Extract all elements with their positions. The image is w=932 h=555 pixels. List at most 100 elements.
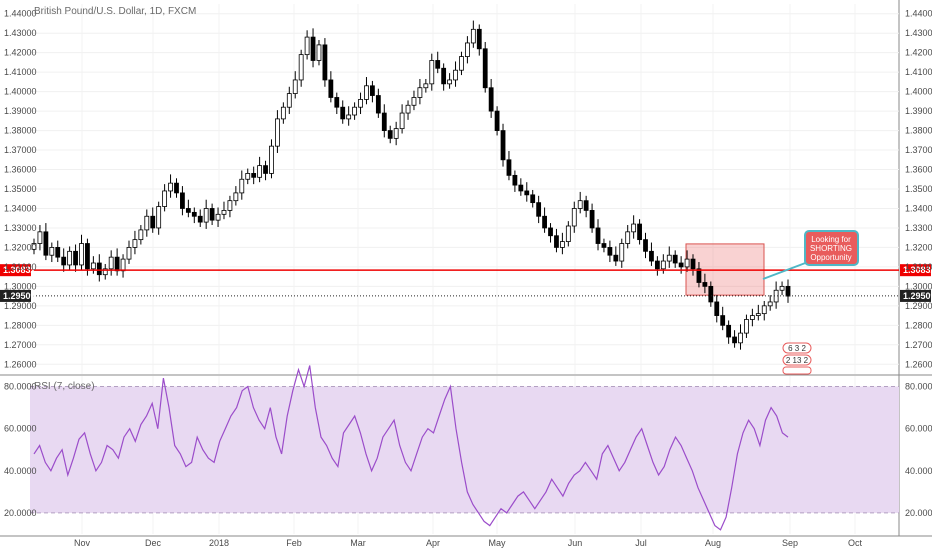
candle-body	[132, 239, 138, 248]
candle-body	[726, 324, 732, 338]
candle-body	[595, 227, 601, 244]
price-tick-label-left: 1.31000	[4, 262, 37, 272]
candle-body	[435, 60, 441, 69]
price-tick-label-left: 1.29000	[4, 301, 37, 311]
badge-box	[782, 354, 812, 366]
price-tick-label: 1.38000	[905, 126, 932, 136]
rsi-line-path	[33, 365, 789, 531]
price-tick-label-left: 1.28000	[4, 320, 37, 330]
candle-body	[334, 97, 340, 108]
legend-badges: 6 3 2 2 13 2	[782, 342, 812, 375]
price-tick-label-left: 1.27000	[4, 340, 37, 350]
candle-body	[138, 229, 144, 241]
badge-box	[782, 342, 812, 354]
candle-body	[370, 85, 375, 96]
x-tick-label: Dec	[145, 538, 162, 548]
price-tick-label-left: 1.33000	[4, 223, 37, 233]
price-tick-label-left: 1.44000	[4, 9, 37, 19]
candle-body	[749, 315, 755, 320]
candle-body	[654, 260, 660, 270]
price-tick-label: 1.28000	[905, 320, 932, 330]
candle-body	[144, 215, 150, 231]
candle-body	[417, 87, 423, 98]
candle-body	[73, 250, 78, 266]
candle-body	[482, 48, 488, 89]
candle-body	[251, 173, 257, 178]
price-tick-label: 1.41000	[905, 67, 932, 77]
candle-body	[637, 223, 642, 241]
callout-text: SHORTING	[810, 244, 852, 253]
candle-body	[156, 206, 162, 229]
candle-body	[678, 262, 684, 268]
candle-body	[340, 106, 346, 120]
candle-body	[387, 130, 393, 139]
candle-body	[530, 194, 536, 204]
price-tick-label: 1.27000	[905, 340, 932, 350]
candle-body	[221, 210, 227, 215]
candle-body	[459, 56, 464, 71]
x-tick-label: Feb	[286, 538, 302, 548]
price-tick-label-left: 1.42000	[4, 48, 37, 58]
candle-body	[708, 285, 714, 303]
candle-body	[559, 241, 565, 248]
candle-body	[102, 268, 108, 276]
price-tick-label-left: 1.38000	[4, 126, 37, 136]
candle-body	[85, 243, 90, 270]
candle-body	[732, 336, 737, 344]
candle-body	[203, 208, 209, 223]
candle-body	[524, 190, 530, 196]
price-tag-left	[0, 264, 31, 277]
candle-body	[191, 211, 197, 217]
rsi-tick-label-left: 60.0000	[4, 424, 37, 434]
price-tag-right	[900, 289, 931, 302]
candle-body	[720, 315, 726, 326]
candle-body	[381, 112, 387, 131]
candle-body	[554, 235, 559, 248]
price-tick-label: 1.30000	[905, 281, 932, 291]
badge-box	[782, 366, 812, 375]
x-tick-label: Sep	[782, 538, 798, 548]
candle-body	[447, 79, 452, 85]
candle-body	[364, 85, 369, 100]
candle-body	[185, 208, 191, 213]
callout-text: Looking for	[811, 235, 851, 244]
candle-body	[672, 254, 678, 264]
price-tick-label: 1.26000	[905, 359, 932, 369]
x-tick-label: Nov	[74, 538, 91, 548]
candle-body	[518, 184, 524, 192]
price-tick-label-left: 1.34000	[4, 203, 37, 213]
candle-body	[209, 208, 215, 221]
candle-body	[465, 42, 470, 57]
candle-body	[761, 305, 767, 315]
rsi-panel	[30, 386, 899, 514]
price-tick-label: 1.33000	[905, 223, 932, 233]
candle-body	[399, 112, 405, 130]
price-tick-label: 1.42000	[905, 48, 932, 58]
candle-body	[298, 54, 304, 81]
candle-series	[31, 20, 791, 350]
candle-body	[619, 243, 625, 262]
candle-body	[536, 202, 542, 217]
candle-body	[61, 256, 67, 266]
candle-body	[411, 97, 417, 106]
price-tick-label-left: 1.26000	[4, 359, 37, 369]
x-tick-label: Aug	[705, 538, 721, 548]
candle-body	[702, 282, 708, 287]
candle-body	[755, 313, 761, 316]
candle-body	[494, 110, 500, 131]
x-tick-label: Mar	[350, 538, 366, 548]
candle-body	[714, 301, 720, 316]
candle-body	[423, 83, 429, 89]
candle-body	[690, 258, 696, 270]
candle-body	[666, 254, 672, 262]
price-tag-right	[900, 264, 931, 277]
x-tick-label: Jul	[635, 538, 647, 548]
x-tick-label: Oct	[848, 538, 863, 548]
candle-body	[453, 69, 458, 81]
candle-body	[215, 213, 221, 221]
candle-body	[583, 200, 589, 211]
price-tick-label: 1.44000	[905, 9, 932, 19]
candle-body	[55, 247, 61, 258]
badge-text: 6 3 2	[788, 344, 806, 353]
